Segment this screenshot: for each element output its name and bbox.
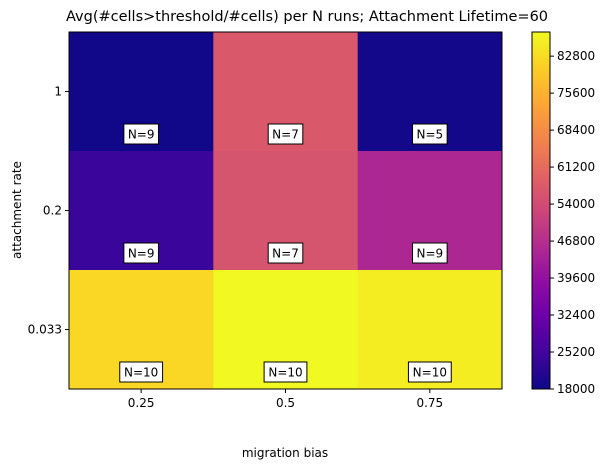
cell-annotation: N=9 — [412, 242, 448, 264]
cell-annotation: N=7 — [267, 123, 304, 145]
annotation-text: N=7 — [272, 128, 299, 142]
y-tick-label: 0.2 — [43, 204, 62, 218]
colorbar: 18000 25200 32400 39600 46800 54000 61200 68400… — [531, 31, 595, 396]
y-axis-label: attachment rate — [10, 161, 24, 259]
annotation-box — [412, 123, 448, 145]
plot-frame — [68, 31, 503, 390]
cell-annotation: N=10 — [263, 361, 308, 383]
x-axis-label: migration bias — [242, 446, 328, 460]
cell-annotation: N=5 — [412, 123, 448, 145]
annotation-box — [412, 242, 448, 264]
cell-annotation: N=10 — [119, 361, 164, 383]
colorbar-tick-label: 25200 — [557, 345, 595, 359]
annotation-text: N=10 — [124, 366, 158, 380]
cell-annotation: N=9 — [123, 242, 159, 264]
annotation-text: N=9 — [128, 128, 155, 142]
y-tick-label: 1 — [54, 85, 62, 99]
annotation-text: N=10 — [413, 366, 447, 380]
x-tick-label: 0.75 — [416, 396, 443, 410]
colorbar-gradient — [531, 31, 551, 390]
chart-title: Avg(#cells>threshold/#cells) per N runs;… — [66, 9, 548, 25]
colorbar-tick-label: 46800 — [557, 234, 595, 248]
annotation-box — [123, 242, 159, 264]
y-tick-label: 0.033 — [28, 323, 62, 337]
cell-annotation: N=9 — [123, 123, 159, 145]
colorbar-tick-label: 61200 — [557, 160, 595, 174]
colorbar-tick-label: 32400 — [557, 308, 595, 322]
annotation-box — [119, 361, 164, 383]
cell-annotation: N=7 — [267, 242, 304, 264]
annotation-box — [267, 123, 304, 145]
annotation-text: N=10 — [268, 366, 302, 380]
y-axis: 1 0.2 0.033 — [28, 85, 69, 337]
annotation-text: N=9 — [128, 247, 155, 261]
annotation-box — [123, 123, 159, 145]
x-tick-label: 0.25 — [128, 396, 155, 410]
annotation-text: N=7 — [272, 247, 299, 261]
annotation-box — [407, 361, 452, 383]
cell-annotation: N=10 — [407, 361, 452, 383]
colorbar-tick-label: 75600 — [557, 86, 595, 100]
x-tick-label: 0.5 — [276, 396, 295, 410]
colorbar-tick-label: 68400 — [557, 123, 595, 137]
colorbar-tick-label: 54000 — [557, 197, 595, 211]
colorbar-tick-label: 82800 — [557, 49, 595, 63]
colorbar-tick-label: 18000 — [557, 382, 595, 396]
x-axis: 0.25 0.5 0.75 — [128, 389, 443, 410]
annotation-text: N=9 — [416, 247, 443, 261]
cell-annotations: N=9 N=7 N=5 N=9 N=7 N=9 N=10 N=10 N=10 — [119, 123, 452, 383]
annotation-box — [263, 361, 308, 383]
annotation-box — [267, 242, 304, 264]
annotation-text: N=5 — [416, 128, 443, 142]
colorbar-tick-label: 39600 — [557, 271, 595, 285]
heatmap-cells — [69, 32, 503, 390]
